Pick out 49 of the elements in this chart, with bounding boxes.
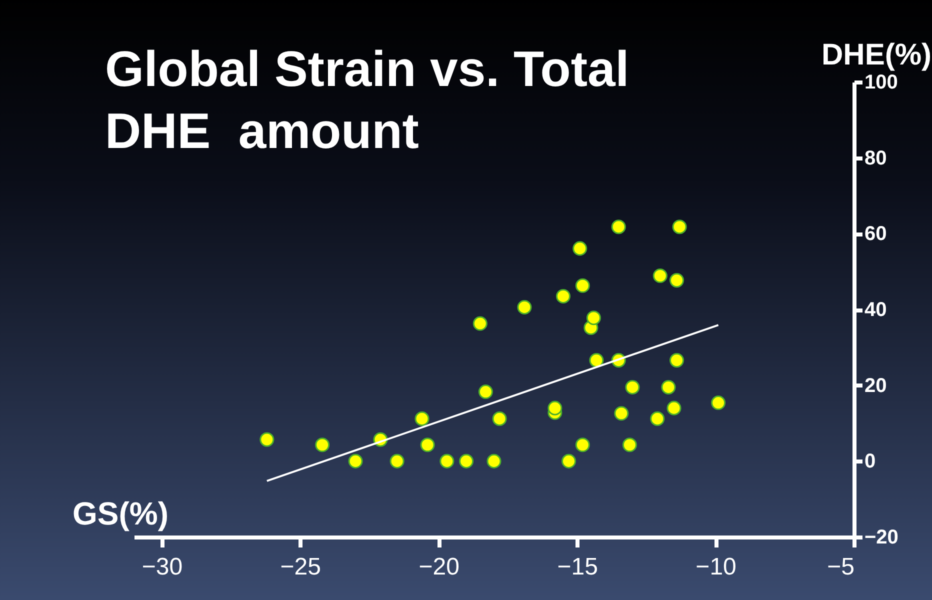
- point: [548, 400, 562, 416]
- point: [586, 310, 601, 326]
- point: [486, 454, 502, 468]
- point: [622, 438, 637, 452]
- y-tick-label: −20: [864, 526, 898, 548]
- point: [572, 241, 588, 256]
- point: [614, 406, 629, 421]
- point: [556, 288, 570, 304]
- chart-title: Global Strain vs. Total DHE amount: [105, 40, 630, 161]
- y-tick-label: 80: [864, 147, 887, 170]
- point: [517, 300, 532, 314]
- y-axis-title: DHE(%): [822, 38, 932, 72]
- x-axis-title: GS(%): [72, 496, 168, 532]
- x-tick-label: −20: [418, 554, 460, 580]
- y-tick-label: 20: [864, 374, 887, 397]
- point: [611, 220, 626, 234]
- point: [670, 273, 684, 288]
- point: [472, 316, 488, 331]
- point: [348, 454, 363, 468]
- y-tick-label: 0: [864, 450, 876, 473]
- point: [575, 278, 590, 293]
- point: [315, 438, 330, 452]
- y-tick-label: 40: [864, 299, 887, 321]
- point: [459, 454, 474, 468]
- point: [260, 432, 274, 447]
- y-tick-label: 60: [864, 223, 887, 246]
- point: [478, 384, 493, 400]
- x-tick-label: −25: [280, 554, 322, 580]
- point: [650, 411, 665, 426]
- point: [661, 380, 676, 394]
- y-tick-label: 100: [864, 72, 898, 94]
- x-tick-label: −10: [696, 554, 736, 580]
- point: [672, 220, 687, 234]
- point: [562, 454, 576, 468]
- point: [666, 400, 682, 416]
- point: [440, 454, 454, 468]
- point: [420, 438, 435, 452]
- point: [652, 268, 668, 284]
- point: [670, 353, 684, 368]
- point: [625, 380, 640, 394]
- point: [589, 353, 604, 368]
- x-tick-label: −30: [142, 554, 183, 580]
- point: [414, 411, 430, 426]
- point: [492, 411, 507, 426]
- point: [711, 396, 726, 410]
- point: [575, 438, 590, 452]
- x-tick-label: −5: [827, 554, 854, 580]
- x-tick-label: −15: [557, 554, 598, 580]
- point: [390, 454, 404, 468]
